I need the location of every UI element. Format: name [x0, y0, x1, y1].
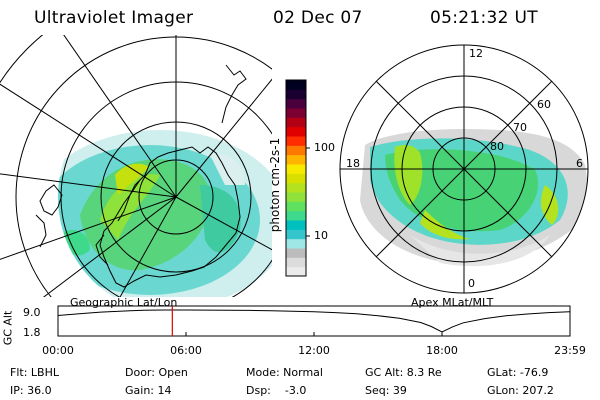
color-scale-bar [286, 80, 306, 277]
mlt-label-18: 18 [346, 157, 360, 170]
color-scale-cell [286, 201, 306, 212]
color-scale-cell [286, 210, 306, 221]
alt-xtick-label: 23:59 [554, 344, 586, 357]
polar-auroral-emission [360, 128, 588, 267]
mlat-label-80: 80 [490, 140, 504, 153]
ip-value: IP: 36.0 [10, 384, 52, 397]
color-scale-cell [286, 154, 306, 165]
alt-ytick-high: 9.0 [23, 306, 41, 319]
gc-altitude-value: GC Alt: 8.3 Re [365, 366, 442, 379]
color-scale-cell [286, 238, 306, 249]
alt-xtick-label: 12:00 [298, 344, 330, 357]
instrument-title: Ultraviolet Imager [34, 8, 194, 28]
color-scale-cell [286, 248, 306, 258]
alt-xtick-label: 06:00 [170, 344, 202, 357]
color-scale-cell [286, 220, 306, 230]
color-scale-cell [286, 164, 306, 174]
glat-value: GLat: -76.9 [487, 366, 549, 379]
polar-grid [339, 44, 589, 294]
geo-coastlines [35, 64, 247, 288]
observation-time: 05:21:32 UT [430, 8, 538, 28]
color-scale-cell [286, 173, 306, 184]
color-scale-cell [286, 136, 306, 146]
glon-value: GLon: 207.2 [487, 384, 554, 397]
filter-value: Flt: LBHL [10, 366, 59, 379]
mlat-label-70: 70 [513, 121, 527, 134]
mlt-label-0: 0 [468, 277, 475, 290]
color-scale-cell [286, 229, 306, 240]
color-scale-cell [286, 192, 306, 202]
color-scale-tick-10: 10 [314, 229, 328, 242]
mode-value: Mode: Normal [246, 366, 323, 379]
color-scale-cell [286, 182, 306, 193]
color-scale-tick-100: 100 [314, 141, 335, 154]
geo-auroral-emission [58, 130, 272, 297]
alt-xtick-marks [57, 332, 571, 336]
color-scale-cell [286, 108, 306, 118]
polar-map [339, 44, 589, 294]
color-scale-cell [286, 98, 306, 109]
geographic-map [0, 35, 272, 297]
alt-xtick-label: 18:00 [426, 344, 458, 357]
color-scale [285, 79, 310, 277]
geo-grid [0, 35, 272, 297]
observation-date: 02 Dec 07 [273, 8, 363, 28]
color-scale-cell [286, 89, 306, 100]
dsp-value: Dsp: -3.0 [246, 384, 307, 397]
color-scale-cell [286, 266, 306, 277]
door-value: Door: Open [125, 366, 188, 379]
gain-value: Gain: 14 [125, 384, 172, 397]
color-scale-cell [286, 80, 306, 90]
alt-ytick-low: 1.8 [23, 326, 41, 339]
alt-xtick-label: 00:00 [42, 344, 74, 357]
color-scale-cell [286, 257, 306, 268]
mlt-label-6: 6 [576, 157, 583, 170]
color-scale-cell [286, 126, 306, 137]
sequence-value: Seq: 39 [365, 384, 407, 397]
altitude-curve [57, 309, 570, 333]
mlt-label-12: 12 [469, 47, 483, 60]
color-scale-cell [286, 145, 306, 156]
color-scale-cell [286, 117, 306, 128]
mlat-label-60: 60 [537, 98, 551, 111]
